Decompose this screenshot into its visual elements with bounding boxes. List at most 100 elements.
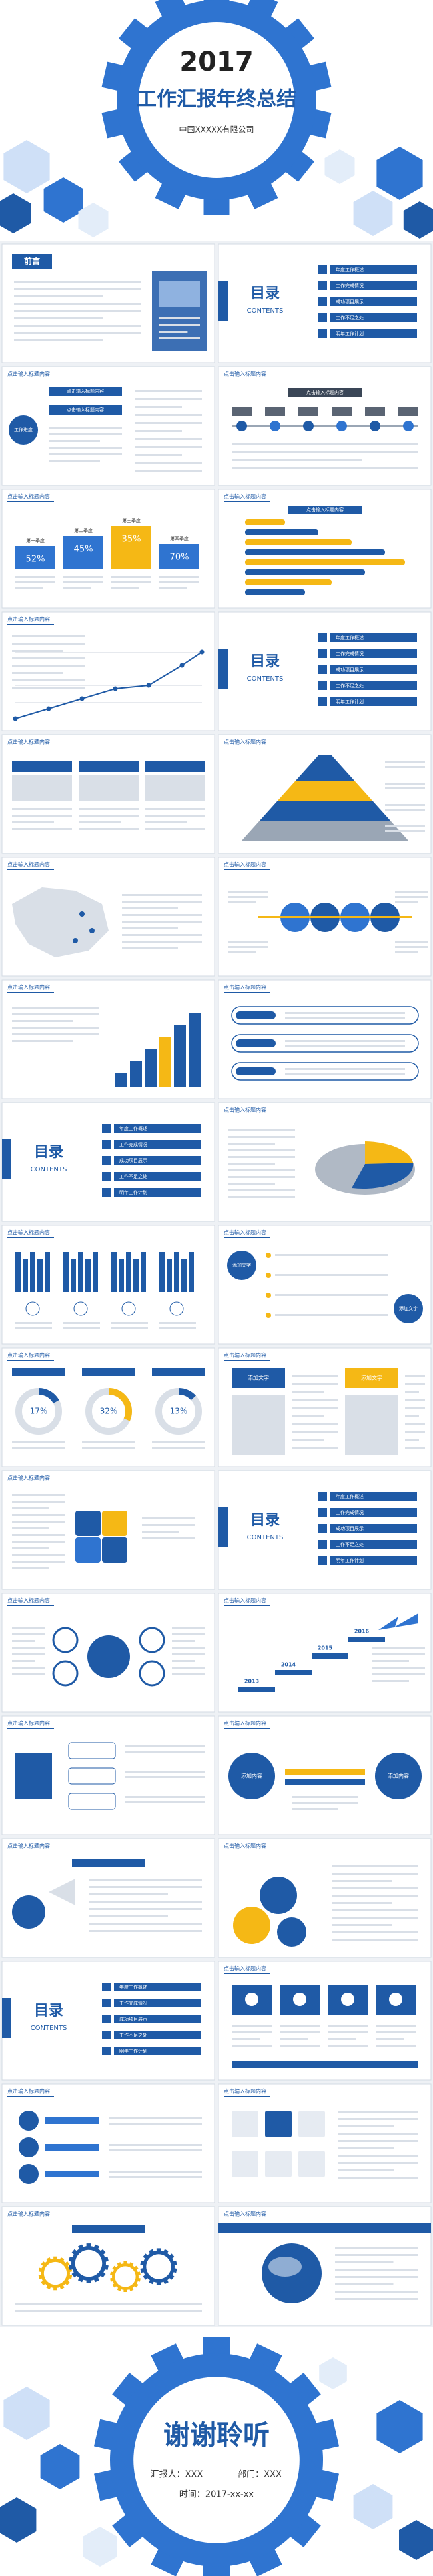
slide-title: 点击输入标题内容	[7, 1720, 50, 1727]
text-line	[125, 1796, 205, 1798]
title-rule	[224, 1605, 270, 1606]
slide: 点击输入标题内容 2013 2014 2015 2016	[218, 1593, 432, 1713]
text-line	[12, 650, 63, 652]
toc-subtitle: CONTENTS	[247, 1534, 284, 1541]
label: 52%	[26, 555, 45, 565]
circle	[227, 1251, 256, 1280]
text-line	[12, 1667, 45, 1669]
toc-item: 年度工作概述	[336, 635, 364, 641]
label: 2013	[244, 1679, 259, 1685]
text-line	[338, 2169, 394, 2171]
text-line	[12, 1040, 73, 1042]
toc-item: 成功项目展示	[336, 1525, 364, 1531]
text-line	[12, 1514, 65, 1516]
slide: 点击输入标题内容	[218, 1961, 432, 2081]
text-line	[15, 587, 43, 589]
label: 2015	[318, 1645, 333, 1651]
text-line	[14, 317, 103, 319]
block	[37, 1259, 43, 1292]
text-line	[332, 1865, 418, 1867]
circle	[146, 683, 151, 688]
title-rule	[224, 869, 270, 870]
label: 添加文字	[399, 1305, 418, 1311]
title-rule	[224, 1237, 270, 1238]
text-line	[232, 451, 418, 453]
label: 添加文字	[232, 1262, 251, 1268]
block	[115, 1073, 127, 1087]
block	[72, 2225, 145, 2233]
text-line	[395, 946, 428, 948]
text-line	[275, 1314, 388, 1316]
text-line	[12, 821, 54, 823]
text-line	[172, 1627, 205, 1629]
text-line	[135, 470, 202, 472]
toc-item: 明年工作计划	[119, 2048, 147, 2054]
text-line	[135, 446, 202, 448]
text-line	[159, 1322, 196, 1324]
text-line	[63, 581, 103, 583]
slide-title: 点击输入标题内容	[7, 2211, 50, 2217]
slide-background	[218, 1961, 432, 2081]
label: 添加内容	[388, 1773, 409, 1779]
toc-bar	[114, 2015, 201, 2023]
slide-title: 点击输入标题内容	[7, 371, 50, 377]
text-line	[395, 941, 428, 943]
circle	[293, 1993, 306, 2006]
text-line	[385, 787, 425, 789]
toc-marker	[102, 1188, 111, 1197]
circle	[19, 2111, 39, 2131]
toc-bar	[330, 697, 417, 706]
toc-item: 明年工作计划	[336, 1557, 364, 1563]
label: 32%	[100, 1407, 118, 1416]
toc-bar	[330, 313, 417, 322]
text-line	[49, 440, 100, 442]
text-line	[159, 581, 199, 583]
circle	[73, 1301, 88, 1316]
text-line	[405, 1399, 425, 1401]
text-line	[12, 643, 85, 645]
block	[285, 1769, 365, 1775]
text-line	[49, 453, 122, 455]
text-line	[405, 1391, 419, 1393]
slide-background	[1, 611, 215, 731]
circle	[155, 1388, 202, 1435]
title-rule	[7, 624, 54, 625]
slide: 点击输入标题内容 17% 32% 13%	[1, 1347, 215, 1467]
text-line	[63, 587, 91, 589]
text-line	[12, 1527, 49, 1529]
text-line	[275, 1274, 388, 1276]
text-line	[280, 2045, 320, 2047]
text-line	[232, 459, 362, 461]
slide: 点击输入标题内容	[218, 2206, 432, 2326]
ending-reporter: 汇报人：XXX	[151, 2470, 203, 2480]
toc-marker	[318, 265, 327, 274]
circle	[15, 1388, 62, 1435]
toc-item: 工作不足之处	[336, 683, 364, 689]
hexagon	[399, 2520, 433, 2560]
text-line	[14, 281, 141, 283]
pyramid-layer	[277, 781, 373, 801]
toc-bar	[330, 633, 417, 642]
text-line	[159, 324, 200, 326]
text-line	[109, 2149, 202, 2151]
text-line	[232, 443, 418, 445]
block	[93, 1252, 98, 1292]
text-line	[385, 766, 425, 768]
text-line	[395, 891, 428, 893]
text-line	[135, 414, 202, 416]
circle	[79, 911, 85, 917]
circle	[169, 1301, 184, 1316]
block	[68, 1742, 116, 1759]
text-line	[12, 635, 85, 637]
toc-item: 成功项目展示	[336, 667, 364, 673]
gears	[38, 2243, 177, 2292]
toc-item: 工作不足之处	[119, 1173, 147, 1179]
label: 添加内容	[241, 1773, 262, 1779]
text-line	[332, 1909, 418, 1911]
text-line	[376, 2031, 416, 2033]
toc-marker	[318, 329, 327, 338]
block	[236, 1067, 276, 1075]
text-line	[145, 808, 205, 810]
